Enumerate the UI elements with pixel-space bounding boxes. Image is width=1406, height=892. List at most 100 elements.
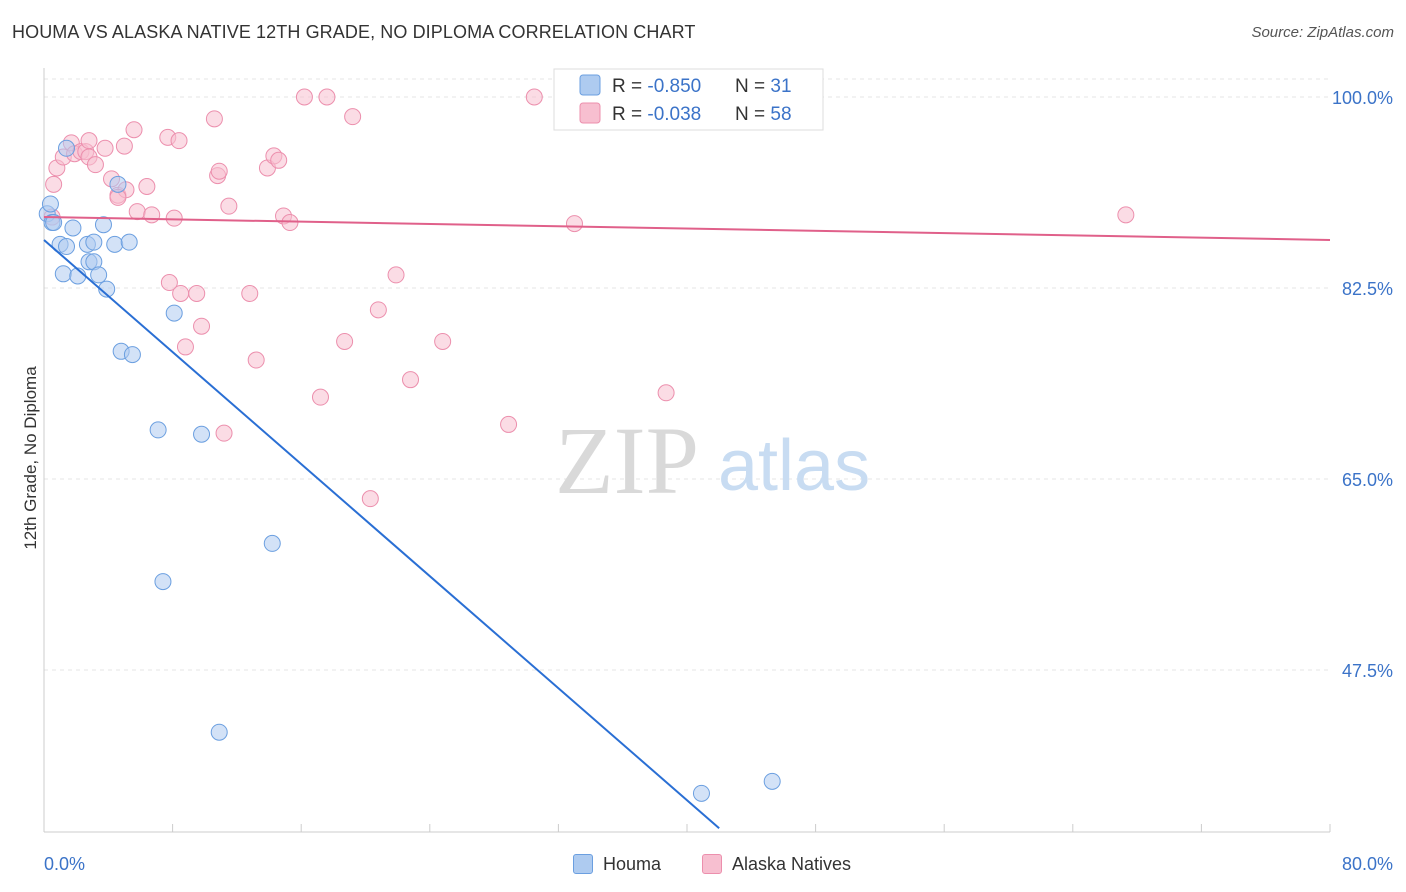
houma-point: [64, 219, 82, 237]
alaska-point: [115, 137, 133, 155]
houma-point: [165, 304, 183, 322]
alaska-point: [369, 301, 387, 319]
alaska-point: [45, 175, 63, 193]
alaska-point: [336, 332, 354, 350]
alaska-point: [128, 203, 146, 221]
alaska-point: [500, 415, 518, 433]
alaska-point: [241, 284, 259, 302]
stats-n-value: 58: [770, 104, 791, 125]
houma-point: [90, 266, 108, 284]
legend-item-houma[interactable]: Houma: [573, 852, 661, 876]
legend-item-alaska-natives[interactable]: Alaska Natives: [702, 852, 851, 876]
houma-point: [85, 233, 103, 251]
houma-point: [54, 265, 72, 283]
watermark-zip: ZIP: [555, 407, 699, 514]
stats-row-alaska: R = -0.038: [612, 104, 701, 125]
stats-r-value: -0.038: [647, 104, 701, 125]
alaska-point: [247, 351, 265, 369]
houma-point: [94, 216, 112, 234]
houma-points: [38, 139, 781, 802]
alaska-point: [657, 384, 675, 402]
alaska-point: [188, 284, 206, 302]
legend-label-houma: Houma: [603, 853, 662, 874]
alaska-point: [565, 215, 583, 233]
alaska-trendline: [43, 216, 1331, 241]
y-tick-labels: 100.0% 82.5% 65.0% 47.5%: [1332, 88, 1393, 681]
axes: [43, 68, 1330, 833]
chart-title: HOUMA VS ALASKA NATIVE 12TH GRADE, NO DI…: [12, 22, 696, 42]
houma-point: [106, 235, 124, 253]
houma-point: [41, 195, 59, 213]
alaska-point: [138, 177, 156, 195]
alaska-point: [434, 332, 452, 350]
alaska-point: [1117, 206, 1135, 224]
stats-row-alaska-n: N = 58: [735, 104, 792, 125]
legend-label-alaska-natives: Alaska Natives: [732, 853, 852, 874]
alaska-point: [311, 388, 329, 406]
alaska-point: [172, 284, 190, 302]
alaska-point: [165, 209, 183, 227]
legend-swatch-alaska-natives: [702, 854, 722, 874]
houma-trendline: [43, 239, 720, 830]
stats-r-label: R =: [612, 76, 647, 97]
legend-swatch-houma: [573, 854, 593, 874]
houma-point: [692, 784, 710, 802]
alaska-point: [193, 317, 211, 335]
alaska-point: [295, 88, 313, 106]
watermark-atlas: atlas: [718, 426, 870, 506]
alaska-natives-points: [43, 88, 1135, 508]
alaska-point: [125, 121, 143, 139]
alaska-point: [361, 490, 379, 508]
alaska-point: [344, 108, 362, 126]
alaska-point: [270, 151, 288, 169]
alaska-point: [80, 132, 98, 150]
houma-point: [763, 772, 781, 790]
alaska-point: [402, 371, 420, 389]
alaska-point: [220, 197, 238, 215]
houma-point: [154, 573, 172, 591]
houma-point: [149, 421, 167, 439]
alaska-point: [170, 132, 188, 150]
x-tick-label: 80.0%: [1342, 854, 1393, 874]
houma-point: [123, 346, 141, 364]
y-tick-label: 100.0%: [1332, 88, 1393, 108]
y-tick-label: 47.5%: [1342, 661, 1393, 681]
stats-r-label: R =: [612, 104, 647, 125]
stats-swatch-alaska: [579, 102, 601, 124]
alaska-point: [160, 274, 178, 292]
x-tick-label: 0.0%: [44, 854, 85, 874]
stats-n-label: N =: [735, 76, 770, 97]
stats-r-value: -0.850: [647, 76, 701, 97]
stats-swatch-houma: [579, 74, 601, 96]
stats-box: R = -0.850 N = 31 R = -0.038 N = 58: [553, 68, 824, 131]
alaska-point: [387, 266, 405, 284]
houma-point: [210, 723, 228, 741]
y-tick-label: 82.5%: [1342, 279, 1393, 299]
alaska-point: [318, 88, 336, 106]
watermark: ZIP atlas: [555, 407, 870, 514]
x-tick-labels: 0.0% 80.0%: [44, 854, 1393, 874]
houma-point: [58, 238, 76, 256]
alaska-point: [96, 139, 114, 157]
houma-point: [263, 534, 281, 552]
alaska-point: [205, 110, 223, 128]
stats-row-houma: R = -0.850: [612, 76, 701, 97]
y-tick-label: 65.0%: [1342, 470, 1393, 490]
houma-point: [98, 280, 116, 298]
houma-point: [109, 175, 127, 193]
stats-n-label: N =: [735, 104, 770, 125]
y-axis-label: 12th Grade, No Diploma: [21, 366, 40, 550]
alaska-point: [176, 338, 194, 356]
houma-point: [193, 425, 211, 443]
alaska-point: [215, 424, 233, 442]
trendlines: [43, 216, 1331, 830]
alaska-point: [86, 156, 104, 174]
alaska-point: [525, 88, 543, 106]
stats-row-houma-n: N = 31: [735, 76, 792, 97]
stats-n-value: 31: [770, 76, 791, 97]
houma-point: [120, 233, 138, 251]
alaska-point: [210, 162, 228, 180]
houma-point: [58, 139, 76, 157]
houma-point: [45, 214, 63, 232]
